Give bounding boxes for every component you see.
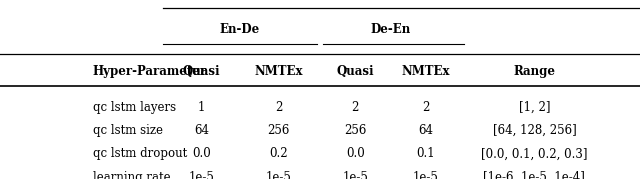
Text: Hyper-Parameter: Hyper-Parameter	[93, 65, 207, 78]
Text: Range: Range	[513, 65, 556, 78]
Text: 256: 256	[268, 124, 289, 137]
Text: Quasi: Quasi	[183, 65, 220, 78]
Text: qc lstm size: qc lstm size	[93, 124, 163, 137]
Text: En-De: En-De	[220, 23, 260, 36]
Text: NMTEx: NMTEx	[254, 65, 303, 78]
Text: 0.2: 0.2	[269, 147, 288, 160]
Text: 0.0: 0.0	[346, 147, 365, 160]
Text: [64, 128, 256]: [64, 128, 256]	[493, 124, 576, 137]
Text: Quasi: Quasi	[337, 65, 374, 78]
Text: 64: 64	[418, 124, 433, 137]
Text: learning rate: learning rate	[93, 171, 170, 179]
Text: 2: 2	[275, 101, 282, 114]
Text: qc lstm layers: qc lstm layers	[93, 101, 176, 114]
Text: [1e-6, 1e-5, 1e-4]: [1e-6, 1e-5, 1e-4]	[483, 171, 586, 179]
Text: [0.0, 0.1, 0.2, 0.3]: [0.0, 0.1, 0.2, 0.3]	[481, 147, 588, 160]
Text: 1: 1	[198, 101, 205, 114]
Text: 1e-5: 1e-5	[342, 171, 368, 179]
Text: 0.1: 0.1	[416, 147, 435, 160]
Text: 1e-5: 1e-5	[413, 171, 438, 179]
Text: 256: 256	[344, 124, 366, 137]
Text: 64: 64	[194, 124, 209, 137]
Text: NMTEx: NMTEx	[401, 65, 450, 78]
Text: 2: 2	[422, 101, 429, 114]
Text: 2: 2	[351, 101, 359, 114]
Text: 1e-5: 1e-5	[189, 171, 214, 179]
Text: [1, 2]: [1, 2]	[518, 101, 550, 114]
Text: qc lstm dropout: qc lstm dropout	[93, 147, 187, 160]
Text: De-En: De-En	[371, 23, 410, 36]
Text: 0.0: 0.0	[192, 147, 211, 160]
Text: 1e-5: 1e-5	[266, 171, 291, 179]
